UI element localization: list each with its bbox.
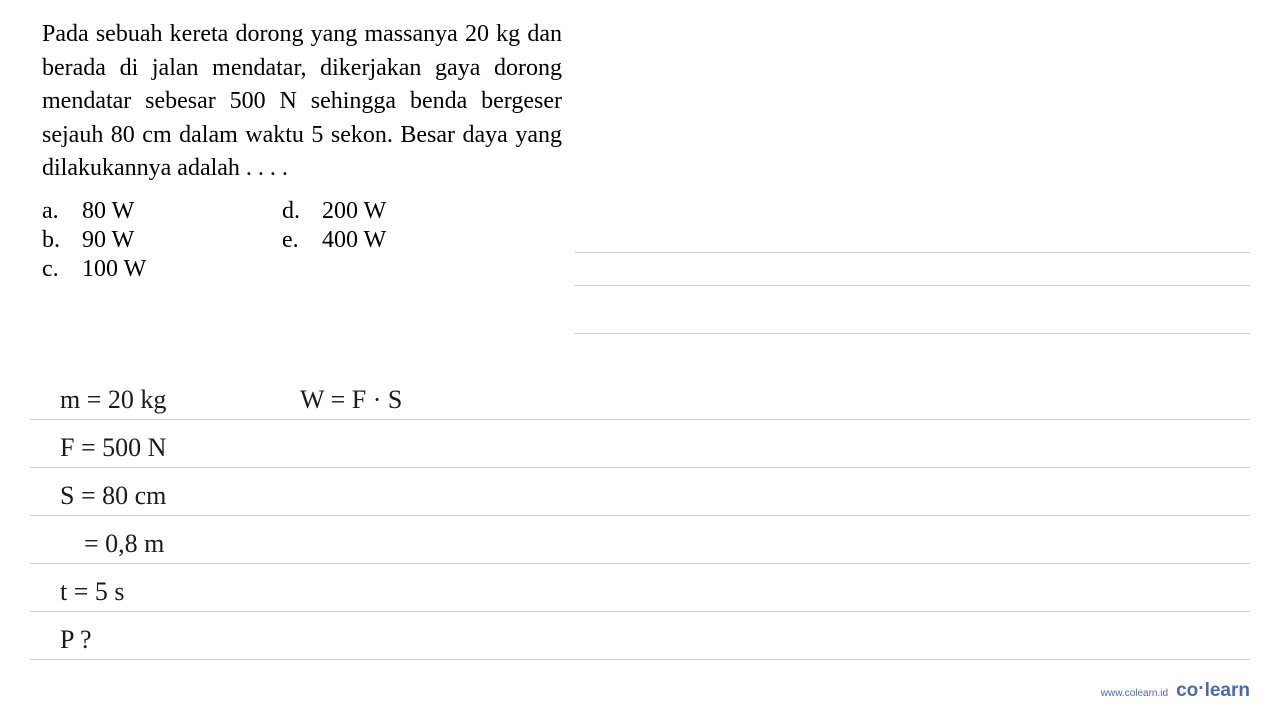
- option-letter: a.: [42, 198, 82, 225]
- ruled-line: P ?: [30, 612, 1250, 660]
- logo-part2: learn: [1205, 680, 1250, 701]
- brand-logo: co·learn: [1176, 680, 1250, 702]
- ruled-line: [575, 220, 1250, 253]
- option-a: a. 80 W: [42, 198, 282, 225]
- lined-paper-area: m = 20 kg W = F · S F = 500 N S = 80 cm …: [30, 372, 1250, 660]
- ruled-line: t = 5 s: [30, 564, 1250, 612]
- option-c: c. 100 W: [42, 256, 282, 283]
- logo-dot: ·: [1198, 678, 1204, 699]
- option-d: d. 200 W: [282, 198, 386, 225]
- handwritten-force: F = 500 N: [60, 433, 166, 463]
- option-value: 400 W: [322, 227, 386, 254]
- option-letter: c.: [42, 256, 82, 283]
- handwritten-power-question: P ?: [60, 625, 92, 655]
- ruled-line: [575, 253, 1250, 286]
- option-letter: b.: [42, 227, 82, 254]
- option-value: 90 W: [82, 227, 134, 254]
- footer-url: www.colearn.id: [1101, 688, 1168, 699]
- ruled-line: m = 20 kg W = F · S: [30, 372, 1250, 420]
- option-e: e. 400 W: [282, 227, 386, 254]
- option-value: 80 W: [82, 198, 134, 225]
- handwritten-work-formula: W = F · S: [300, 385, 402, 415]
- handwritten-mass: m = 20 kg: [60, 385, 166, 415]
- option-value: 100 W: [82, 256, 146, 283]
- ruled-line: S = 80 cm: [30, 468, 1250, 516]
- logo-part1: co: [1176, 680, 1198, 701]
- ruled-line: [575, 286, 1250, 334]
- option-letter: d.: [282, 198, 322, 225]
- options-col-left: a. 80 W b. 90 W c. 100 W: [42, 198, 282, 283]
- option-letter: e.: [282, 227, 322, 254]
- ruled-line: F = 500 N: [30, 420, 1250, 468]
- options-col-right: d. 200 W e. 400 W: [282, 198, 386, 283]
- question-area: Pada sebuah kereta dorong yang massanya …: [42, 18, 562, 283]
- ruled-line: = 0,8 m: [30, 516, 1250, 564]
- option-value: 200 W: [322, 198, 386, 225]
- right-ruled-lines: [575, 220, 1250, 334]
- handwritten-time: t = 5 s: [60, 577, 125, 607]
- question-text: Pada sebuah kereta dorong yang massanya …: [42, 18, 562, 186]
- option-b: b. 90 W: [42, 227, 282, 254]
- handwritten-distance-m: = 0,8 m: [84, 529, 164, 559]
- handwritten-distance-cm: S = 80 cm: [60, 481, 166, 511]
- footer-brand: www.colearn.id co·learn: [1101, 680, 1250, 702]
- options-container: a. 80 W b. 90 W c. 100 W d. 200 W e. 400…: [42, 198, 562, 283]
